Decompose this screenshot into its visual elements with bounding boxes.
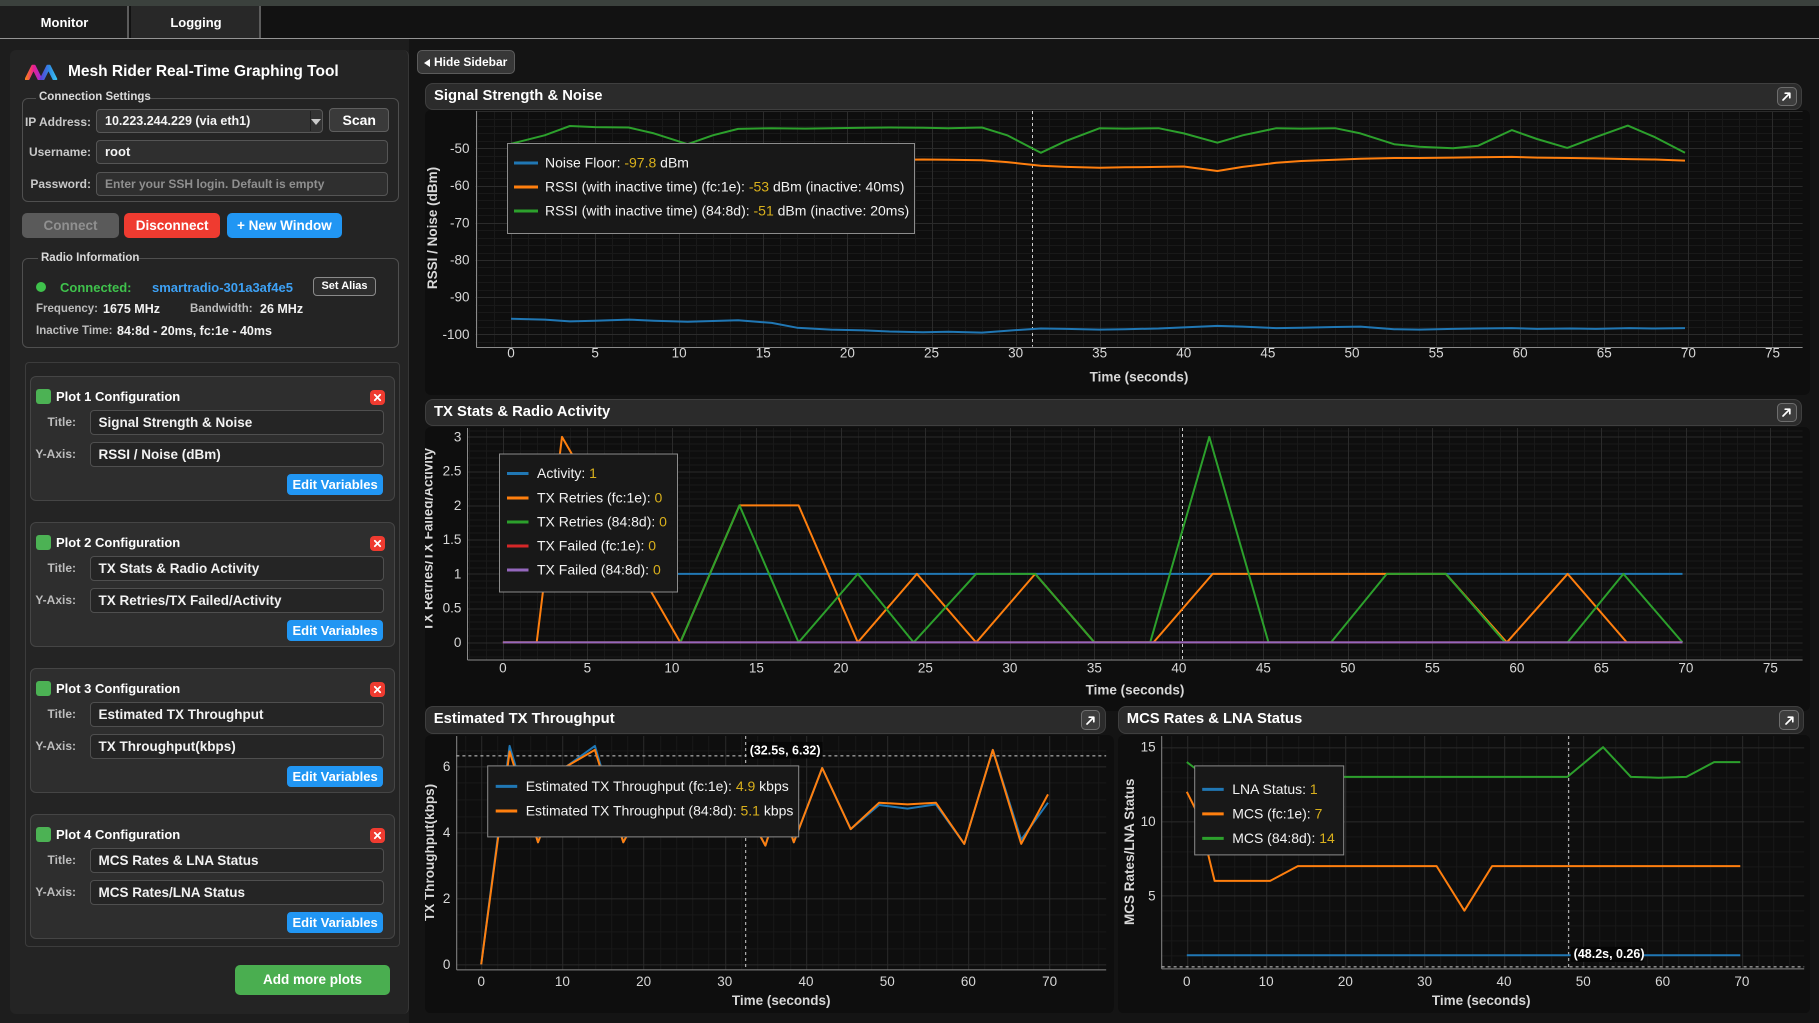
svg-text:RSSI (with inactive time) (fc:: RSSI (with inactive time) (fc:1e): -53 d…	[545, 179, 904, 195]
svg-text:TX Throughput(kbps): TX Throughput(kbps)	[425, 783, 437, 920]
svg-text:10: 10	[1140, 814, 1155, 829]
svg-text:(32.5s, 6.32): (32.5s, 6.32)	[749, 743, 820, 757]
svg-text:5: 5	[1148, 888, 1156, 903]
svg-text:70: 70	[1678, 660, 1693, 675]
svg-text:4: 4	[443, 824, 451, 839]
svg-text:55: 55	[1429, 346, 1444, 361]
svg-text:Estimated TX Throughput (84:8d: Estimated TX Throughput (84:8d): 5.1 kbp…	[526, 802, 794, 818]
svg-text:RSSI (with inactive time) (84:: RSSI (with inactive time) (84:8d): -51 d…	[545, 203, 909, 219]
svg-text:Noise Floor: -97.8 dBm: Noise Floor: -97.8 dBm	[545, 155, 689, 171]
svg-text:70: 70	[1734, 973, 1749, 988]
svg-text:0: 0	[1183, 973, 1191, 988]
svg-text:30: 30	[1417, 973, 1432, 988]
svg-text:2: 2	[454, 497, 462, 512]
svg-text:Time (seconds): Time (seconds)	[732, 992, 831, 1007]
svg-text:20: 20	[840, 346, 855, 361]
svg-text:75: 75	[1765, 346, 1780, 361]
svg-text:50: 50	[1576, 973, 1591, 988]
svg-text:65: 65	[1594, 660, 1609, 675]
svg-text:75: 75	[1763, 660, 1778, 675]
svg-text:-50: -50	[450, 141, 470, 156]
svg-text:10: 10	[555, 973, 570, 988]
svg-text:-80: -80	[450, 253, 470, 268]
svg-text:20: 20	[1338, 973, 1353, 988]
svg-text:15: 15	[1140, 739, 1155, 754]
svg-text:0: 0	[499, 660, 507, 675]
svg-text:50: 50	[1344, 346, 1359, 361]
svg-text:65: 65	[1597, 346, 1612, 361]
svg-text:Time (seconds): Time (seconds)	[1090, 370, 1189, 385]
svg-text:10: 10	[672, 346, 687, 361]
svg-text:50: 50	[879, 973, 894, 988]
svg-text:5: 5	[591, 346, 599, 361]
svg-text:70: 70	[1042, 973, 1057, 988]
svg-text:40: 40	[1496, 973, 1511, 988]
svg-text:15: 15	[756, 346, 771, 361]
svg-text:MCS Rates/LNA Status: MCS Rates/LNA Status	[1122, 778, 1137, 924]
svg-text:RSSI / Noise (dBm): RSSI / Noise (dBm)	[425, 167, 440, 289]
svg-text:TX Retries (84:8d): 0: TX Retries (84:8d): 0	[537, 513, 667, 529]
svg-text:40: 40	[1171, 660, 1186, 675]
svg-text:MCS (fc:1e): 7: MCS (fc:1e): 7	[1232, 805, 1322, 821]
svg-text:45: 45	[1256, 660, 1271, 675]
svg-text:40: 40	[1176, 346, 1191, 361]
svg-text:1: 1	[454, 566, 462, 581]
svg-text:5: 5	[584, 660, 592, 675]
svg-text:Activity: 1: Activity: 1	[537, 465, 597, 481]
svg-text:TX Failed (84:8d): 0: TX Failed (84:8d): 0	[537, 561, 661, 577]
svg-text:LNA Status: 1: LNA Status: 1	[1232, 780, 1318, 796]
svg-text:-90: -90	[450, 290, 470, 305]
svg-text:55: 55	[1425, 660, 1440, 675]
svg-text:25: 25	[924, 346, 939, 361]
svg-text:0: 0	[507, 346, 515, 361]
svg-text:TX Retries (fc:1e): 0: TX Retries (fc:1e): 0	[537, 489, 662, 505]
svg-text:-60: -60	[450, 178, 470, 193]
svg-text:30: 30	[1008, 346, 1023, 361]
svg-text:70: 70	[1681, 346, 1696, 361]
svg-text:20: 20	[833, 660, 848, 675]
svg-text:0: 0	[443, 956, 451, 971]
svg-text:0.5: 0.5	[443, 600, 462, 615]
svg-text:60: 60	[1509, 660, 1524, 675]
svg-text:30: 30	[1002, 660, 1017, 675]
svg-text:15: 15	[749, 660, 764, 675]
svg-text:TX Failed (fc:1e): 0: TX Failed (fc:1e): 0	[537, 537, 656, 553]
svg-text:10: 10	[1258, 973, 1273, 988]
svg-text:60: 60	[1655, 973, 1670, 988]
svg-text:45: 45	[1260, 346, 1275, 361]
svg-text:60: 60	[1513, 346, 1528, 361]
svg-text:0: 0	[454, 634, 462, 649]
svg-text:20: 20	[636, 973, 651, 988]
svg-text:10: 10	[664, 660, 679, 675]
svg-text:3: 3	[454, 429, 462, 444]
svg-text:40: 40	[798, 973, 813, 988]
svg-text:-70: -70	[450, 215, 470, 230]
svg-text:2.5: 2.5	[443, 463, 462, 478]
svg-text:-100: -100	[442, 327, 469, 342]
svg-text:6: 6	[443, 758, 451, 773]
svg-text:Estimated TX Throughput (fc:1e: Estimated TX Throughput (fc:1e): 4.9 kbp…	[526, 777, 789, 793]
svg-text:50: 50	[1340, 660, 1355, 675]
svg-text:30: 30	[717, 973, 732, 988]
svg-text:MCS (84:8d): 14: MCS (84:8d): 14	[1232, 829, 1335, 845]
svg-text:2: 2	[443, 890, 451, 905]
svg-text:Time (seconds): Time (seconds)	[1086, 682, 1185, 697]
svg-text:35: 35	[1087, 660, 1102, 675]
svg-text:35: 35	[1092, 346, 1107, 361]
svg-text:Time (seconds): Time (seconds)	[1432, 992, 1531, 1007]
svg-text:60: 60	[961, 973, 976, 988]
svg-text:0: 0	[477, 973, 485, 988]
svg-text:(48.2s, 0.26): (48.2s, 0.26)	[1573, 946, 1644, 960]
svg-text:25: 25	[918, 660, 933, 675]
svg-text:TX Retries/TX Failed/Activity: TX Retries/TX Failed/Activity	[425, 447, 436, 631]
svg-text:1.5: 1.5	[443, 532, 462, 547]
